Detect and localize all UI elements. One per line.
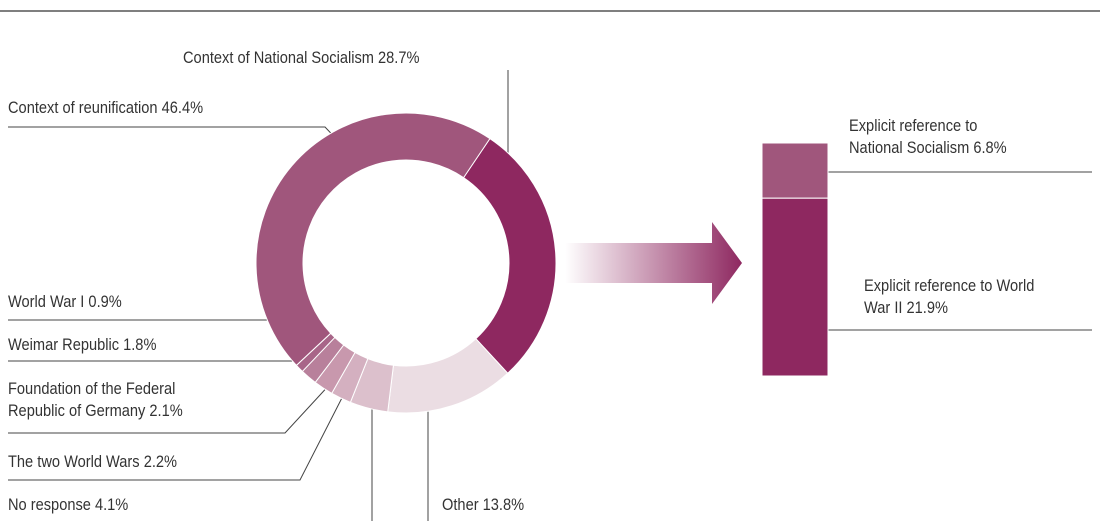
- label-name: Context of reunification: [8, 98, 158, 117]
- label-name: Other: [442, 495, 479, 514]
- segment-label: Foundation of the Federal Republic of Ge…: [8, 378, 193, 422]
- label-value: 28.7%: [378, 48, 420, 67]
- label-name: Explicit reference to National Socialism: [849, 116, 978, 157]
- label-name: Explicit reference to World War II: [864, 276, 1035, 317]
- label-name: World War I: [8, 292, 85, 311]
- label-value: 13.8%: [482, 495, 525, 514]
- label-name: Weimar Republic: [8, 335, 120, 354]
- label-name: No response: [8, 495, 91, 514]
- label-value: 46.4%: [161, 98, 204, 117]
- donut-segment: [255, 112, 491, 367]
- label-value: 21.9%: [906, 298, 948, 317]
- label-value: 6.8%: [973, 138, 1007, 157]
- segment-label: Explicit reference to World War II 21.9%: [864, 275, 1036, 319]
- leader-line: [8, 126, 346, 149]
- bar-segment: [761, 142, 829, 199]
- label-name: Foundation of the Federal Republic of Ge…: [8, 379, 176, 420]
- label-value: 1.8%: [123, 335, 157, 354]
- label-value: 2.1%: [149, 401, 183, 420]
- label-value: 0.9%: [88, 292, 122, 311]
- segment-label: Weimar Republic 1.8%: [8, 334, 156, 356]
- label-name: Context of National Socialism: [183, 48, 374, 67]
- segment-label: Other 13.8%: [442, 494, 524, 516]
- label-value: 2.2%: [143, 452, 178, 471]
- segment-label: Context of National Socialism 28.7%: [183, 47, 419, 69]
- segment-label: Context of reunification 46.4%: [8, 97, 203, 119]
- segment-label: The two World Wars 2.2%: [8, 451, 177, 473]
- bar-segment: [761, 197, 829, 377]
- donut-segment: [462, 137, 557, 374]
- segment-label: No response 4.1%: [8, 494, 128, 516]
- arrow: [565, 222, 742, 304]
- segment-label: World War I 0.9%: [8, 291, 122, 313]
- label-name: The two World Wars: [8, 452, 140, 471]
- label-value: 4.1%: [94, 495, 129, 514]
- leader-line: [8, 381, 333, 434]
- leader-line: [8, 389, 347, 481]
- segment-label: Explicit reference to National Socialism…: [849, 115, 1021, 159]
